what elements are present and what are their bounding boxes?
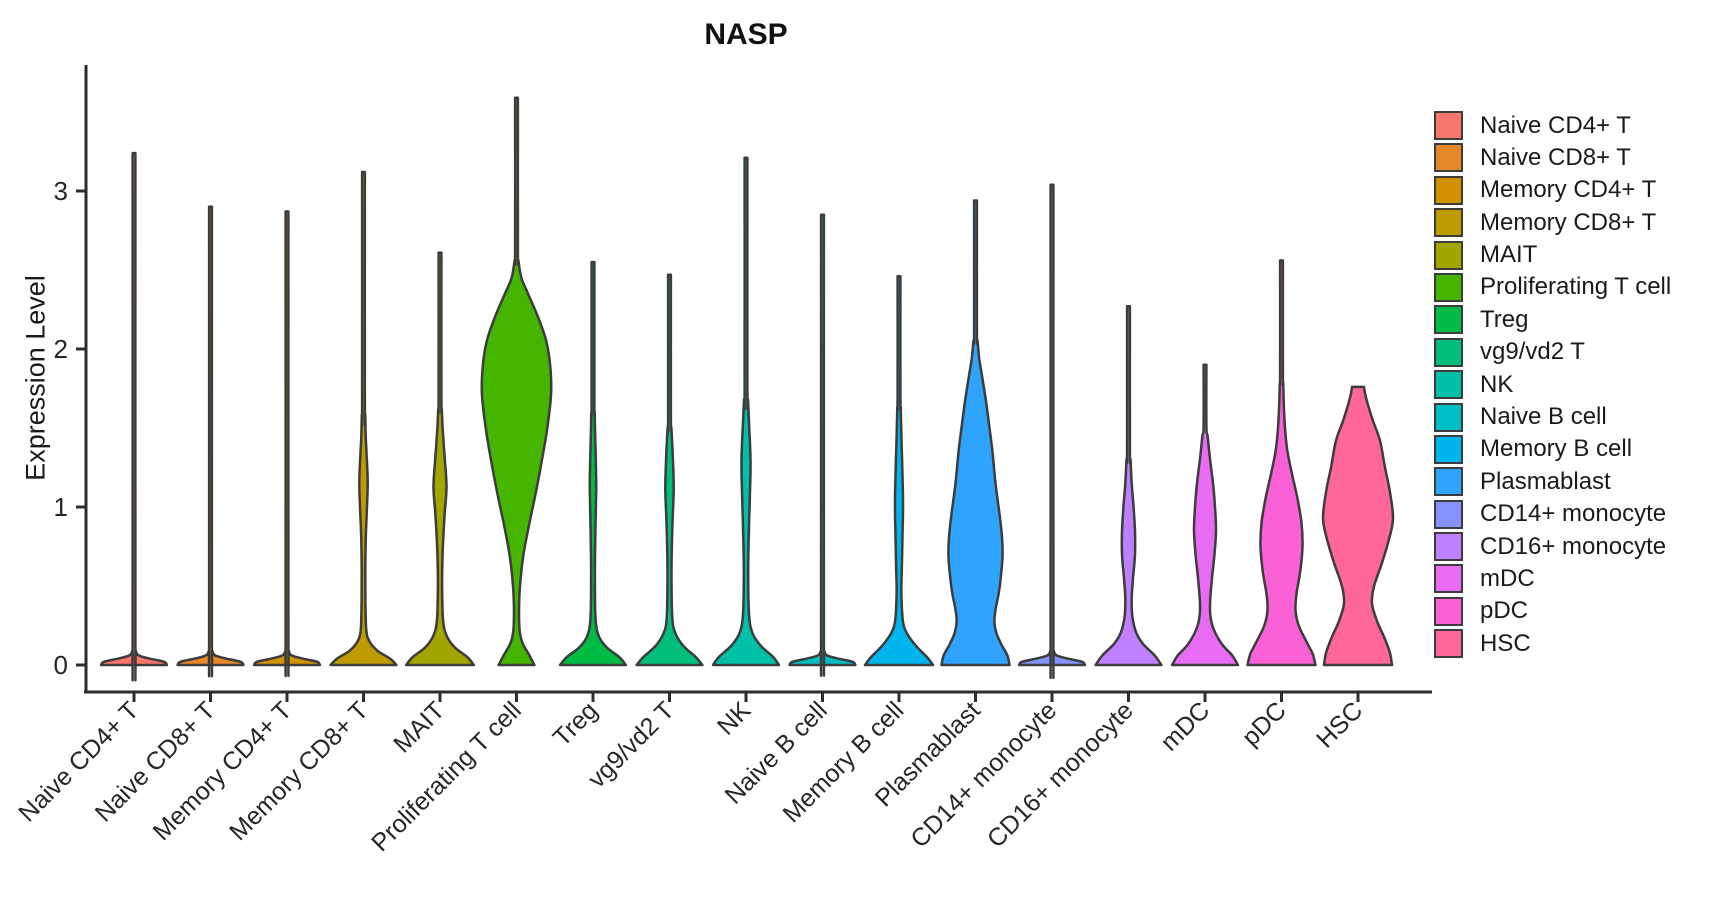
- legend-swatch: [1434, 208, 1463, 238]
- legend-swatch: [1434, 467, 1463, 497]
- legend-item: Memory CD4+ T: [1434, 175, 1671, 205]
- legend-item: Proliferating T cell: [1434, 272, 1672, 302]
- x-tick-label: mDC: [1155, 696, 1215, 756]
- violin-plasmablast: [940, 199, 1011, 667]
- y-tick-label: 0: [54, 650, 68, 680]
- y-tick-label: 1: [54, 492, 68, 522]
- violin-nk: [711, 156, 781, 667]
- legend-item: Naive B cell: [1434, 402, 1671, 432]
- legend-item: CD14+ monocyte: [1434, 499, 1671, 529]
- violin-naive-cd4-t: [99, 151, 169, 682]
- legend-label: Naive CD4+ T: [1480, 111, 1631, 139]
- legend-swatch: [1434, 240, 1463, 270]
- x-tick-label: Treg: [548, 696, 603, 751]
- legend-item: Memory B cell: [1434, 434, 1671, 464]
- legend-swatch: [1434, 337, 1463, 367]
- legend-swatch: [1434, 175, 1463, 205]
- legend-label: Proliferating T cell: [1480, 273, 1672, 301]
- violin-memory-cd8-t: [329, 170, 398, 667]
- legend: Naive CD4+ T Naive CD8+ T Memory CD4+ T Mem…: [1434, 111, 1671, 662]
- legend-swatch: [1434, 596, 1463, 626]
- legend-item: MAIT: [1434, 240, 1671, 270]
- legend-item: Naive CD8+ T: [1434, 143, 1671, 173]
- legend-swatch: [1434, 305, 1463, 335]
- violin-naive-b-cell: [788, 213, 857, 677]
- x-tick-label: HSC: [1311, 696, 1368, 753]
- legend-item: vg9/vd2 T: [1434, 337, 1671, 367]
- violin-proliferating-t-cell: [480, 96, 553, 667]
- legend-item: CD16+ monocyte: [1434, 532, 1671, 562]
- legend-swatch: [1434, 629, 1463, 659]
- violin-vg9-vd2-t: [635, 273, 704, 667]
- legend-label: HSC: [1480, 629, 1531, 657]
- violin-memory-cd4-t: [252, 210, 322, 678]
- violin-hsc: [1321, 385, 1395, 667]
- x-tick-label: Proliferating T cell: [366, 696, 527, 857]
- x-tick-label: CD14+ monocyte: [905, 696, 1062, 853]
- x-tick-label: Memory CD4+ T: [148, 696, 298, 846]
- violin-cd14-monocyte: [1017, 183, 1087, 679]
- legend-swatch: [1434, 564, 1463, 594]
- legend-item: Plasmablast: [1434, 467, 1671, 497]
- y-tick-label: 2: [54, 334, 68, 364]
- legend-label: Memory CD4+ T: [1480, 176, 1657, 204]
- legend-swatch: [1434, 143, 1463, 173]
- legend-label: Naive CD8+ T: [1480, 143, 1631, 171]
- legend-swatch: [1434, 402, 1463, 432]
- legend-label: Memory CD8+ T: [1480, 208, 1657, 236]
- legend-label: pDC: [1480, 597, 1529, 625]
- violin-treg: [558, 260, 628, 667]
- chart-title: NASP: [704, 18, 788, 51]
- legend-item: mDC: [1434, 564, 1671, 594]
- legend-label: Treg: [1480, 305, 1529, 333]
- legend-item: Memory CD8+ T: [1434, 208, 1671, 238]
- x-tick-label: Memory CD8+ T: [224, 696, 374, 846]
- legend-swatch: [1434, 272, 1463, 302]
- violin-pdc: [1246, 259, 1317, 667]
- legend-swatch: [1434, 434, 1463, 464]
- x-tick-label: MAIT: [388, 696, 450, 758]
- legend-item: NK: [1434, 370, 1671, 400]
- legend-label: NK: [1480, 370, 1514, 398]
- violin-naive-cd8-t: [176, 205, 245, 678]
- legend-label: Plasmablast: [1480, 467, 1611, 495]
- x-tick-label: CD16+ monocyte: [982, 696, 1139, 853]
- violin-cd16-monocyte: [1094, 305, 1163, 667]
- violin-mdc: [1170, 363, 1240, 667]
- legend-label: CD14+ monocyte: [1480, 500, 1667, 528]
- legend-swatch: [1434, 532, 1463, 562]
- legend-label: Memory B cell: [1480, 435, 1633, 463]
- y-tick-label: 3: [54, 176, 68, 206]
- legend-swatch: [1434, 370, 1463, 400]
- legend-item: Treg: [1434, 305, 1671, 335]
- legend-swatch: [1434, 111, 1463, 140]
- legend-label: mDC: [1480, 564, 1535, 592]
- legend-label: vg9/vd2 T: [1480, 338, 1585, 366]
- legend-swatch: [1434, 499, 1463, 529]
- x-tick-label: pDC: [1237, 696, 1292, 751]
- legend-item: Naive CD4+ T: [1434, 111, 1671, 140]
- x-tick-label: NK: [712, 696, 757, 741]
- legend-item: pDC: [1434, 596, 1671, 626]
- legend-item: HSC: [1434, 629, 1671, 659]
- violin-memory-b-cell: [863, 275, 935, 667]
- violin-mait: [404, 251, 476, 667]
- legend-label: MAIT: [1480, 241, 1538, 269]
- legend-label: CD16+ monocyte: [1480, 532, 1667, 560]
- legend-label: Naive B cell: [1480, 403, 1607, 431]
